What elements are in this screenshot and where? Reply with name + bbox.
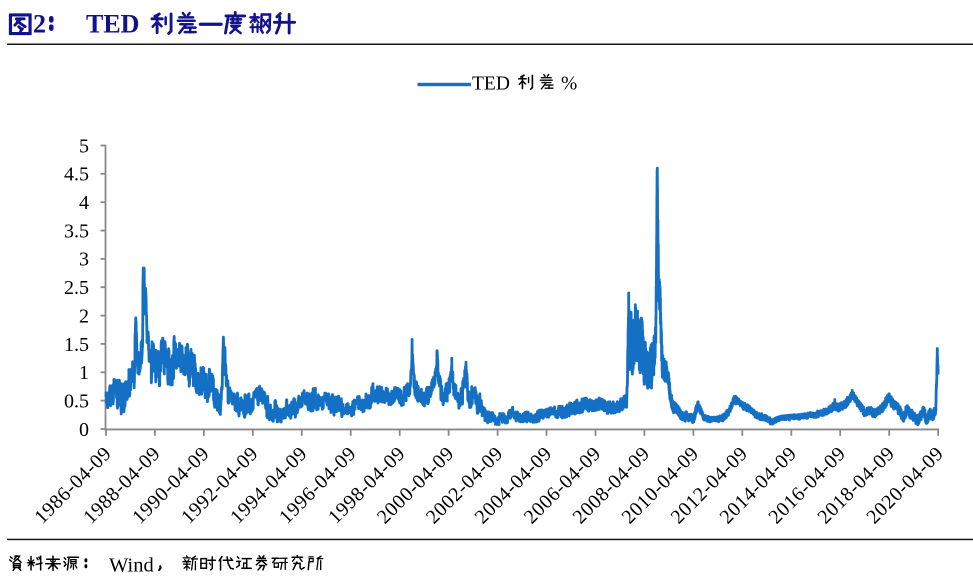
svg-text:3.5: 3.5 [64, 220, 89, 242]
svg-text:3: 3 [79, 249, 89, 271]
svg-text:2: 2 [33, 10, 46, 39]
svg-text:TED: TED [86, 10, 139, 39]
svg-text:0: 0 [79, 419, 89, 441]
svg-text:%: % [561, 74, 577, 95]
svg-text:0.5: 0.5 [64, 390, 89, 412]
svg-text:4.5: 4.5 [64, 164, 89, 186]
svg-text:5: 5 [79, 135, 89, 157]
svg-text:1.5: 1.5 [64, 334, 89, 356]
svg-text:2.5: 2.5 [64, 277, 89, 299]
svg-text:Wind: Wind [109, 555, 154, 577]
svg-text:1: 1 [79, 362, 89, 384]
svg-text:TED: TED [472, 74, 510, 95]
svg-text:4: 4 [79, 192, 89, 214]
svg-text:2: 2 [79, 305, 89, 327]
